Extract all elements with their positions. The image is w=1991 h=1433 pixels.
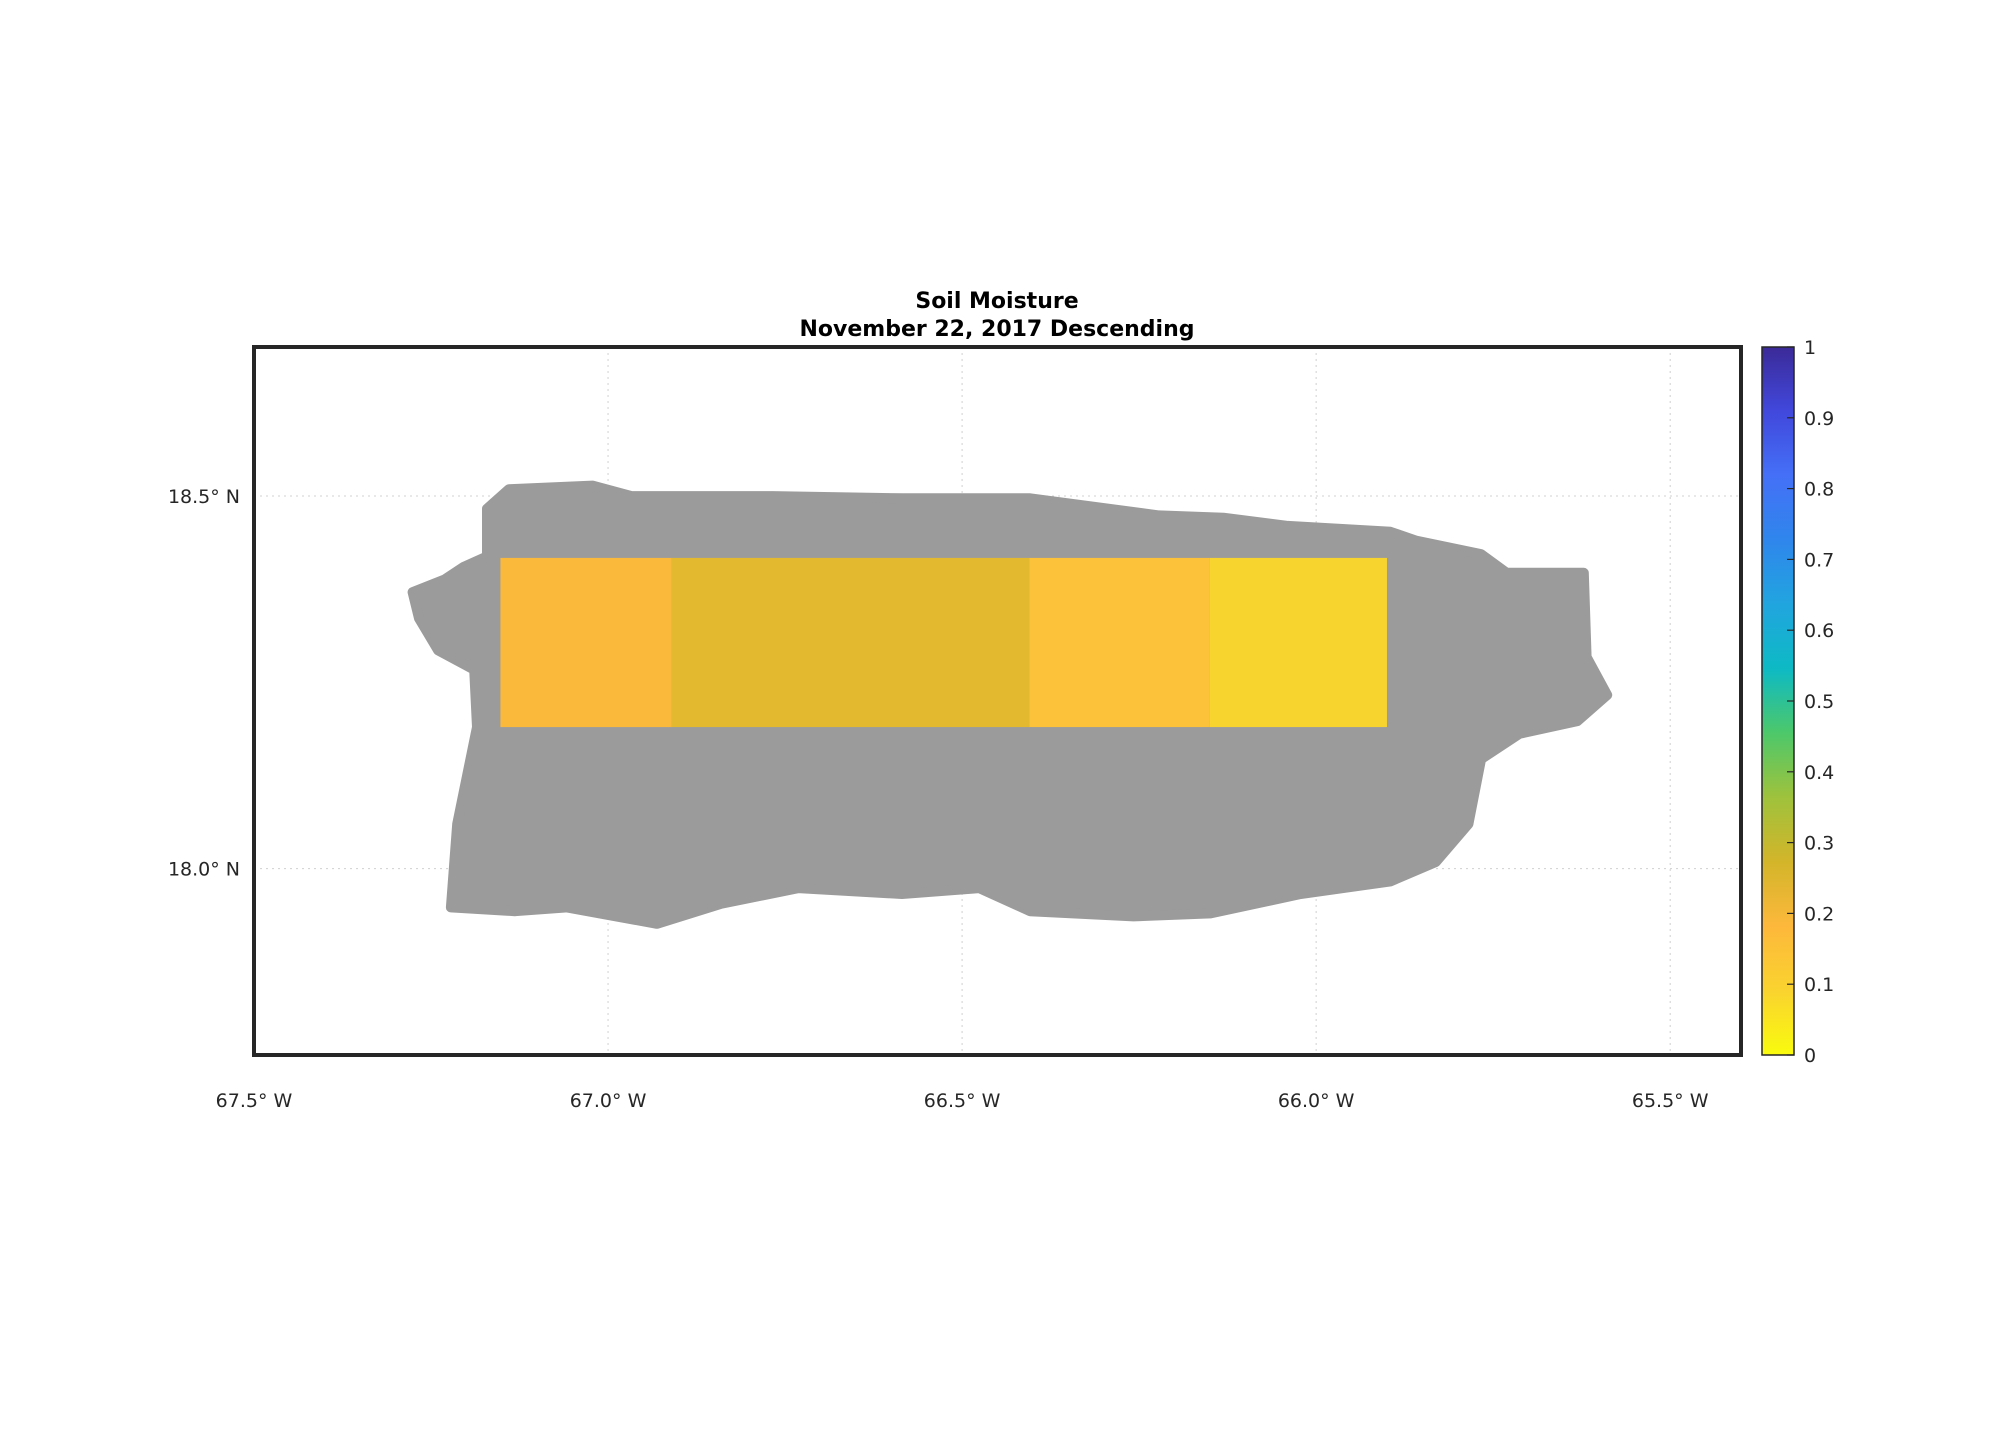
colorbar-tick-label: 0.5 — [1804, 691, 1834, 713]
colorbar-tick-label: 0.9 — [1804, 408, 1834, 430]
x-axis: 67.5° W 67.0° W 66.5° W 66.0° W 65.5° W — [216, 1090, 1709, 1112]
soil-moisture-cell — [1029, 557, 1210, 728]
y-tick-label: 18.5° N — [168, 486, 240, 508]
soil-moisture-cell — [1209, 557, 1387, 728]
colorbar-tick-label: 0.8 — [1804, 479, 1834, 501]
colorbar-tick-label: 0 — [1804, 1045, 1816, 1067]
colorbar-tick-label: 0.7 — [1804, 549, 1834, 571]
y-axis: 18.5° N 18.0° N — [168, 486, 240, 881]
colorbar-tick-label: 0.3 — [1804, 833, 1834, 855]
colorbar-tick-label: 0.1 — [1804, 974, 1834, 996]
x-tick-label: 66.0° W — [1278, 1090, 1355, 1112]
data-cells — [500, 557, 1387, 728]
soil-moisture-cell — [671, 557, 1030, 728]
x-tick-label: 67.0° W — [570, 1090, 647, 1112]
colorbar-tick-label: 0.2 — [1804, 903, 1834, 925]
colorbar-ticks: 0 0.1 0.2 0.3 0.4 0.5 0.6 0.7 0.8 0.9 1 — [1787, 337, 1834, 1067]
colorbar-tick-label: 0.4 — [1804, 762, 1834, 784]
x-tick-label: 67.5° W — [216, 1090, 293, 1112]
colorbar-tick-label: 1 — [1804, 337, 1816, 359]
x-tick-label: 65.5° W — [1632, 1090, 1709, 1112]
chart-title: Soil Moisture — [915, 289, 1078, 314]
x-tick-label: 66.5° W — [924, 1090, 1001, 1112]
colorbar-tick-label: 0.6 — [1804, 620, 1834, 642]
plot-frame — [252, 345, 1743, 1057]
chart-subtitle: November 22, 2017 Descending — [799, 317, 1194, 342]
soil-moisture-cell — [500, 557, 672, 728]
y-tick-label: 18.0° N — [168, 859, 240, 881]
